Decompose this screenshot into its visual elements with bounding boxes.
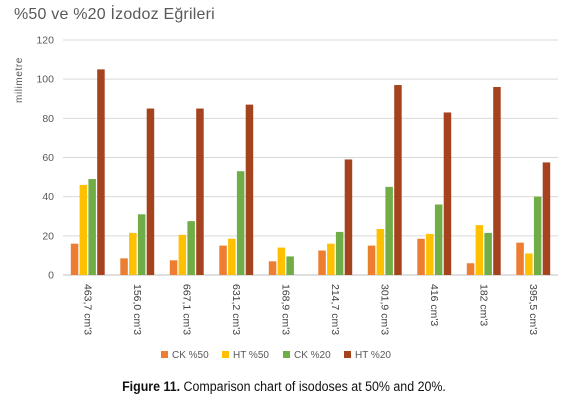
bar bbox=[542, 162, 551, 275]
y-tick-label: 120 bbox=[36, 35, 54, 47]
bar bbox=[169, 260, 178, 275]
chart-title: %50 ve %20 İzodoz Eğrileri bbox=[14, 6, 215, 23]
y-tick-label: 80 bbox=[42, 113, 54, 125]
legend-swatch bbox=[344, 351, 351, 358]
x-tick-label: 395,5 cm'3 bbox=[527, 284, 539, 335]
bar bbox=[318, 250, 326, 275]
x-tick-label: 463,7 cm'3 bbox=[81, 284, 93, 335]
bar bbox=[344, 159, 353, 275]
bar bbox=[286, 256, 294, 275]
figure-caption: Figure 11. Comparison chart of isodoses … bbox=[23, 379, 546, 394]
y-axis-label: milimetre bbox=[14, 57, 25, 103]
x-tick-label: 168,9 cm'3 bbox=[279, 284, 291, 335]
bar bbox=[70, 243, 79, 275]
x-tick-label: 156,0 cm'3 bbox=[131, 284, 143, 335]
legend-label: HT %20 bbox=[355, 350, 391, 361]
bar bbox=[88, 179, 96, 275]
bar bbox=[533, 196, 542, 275]
bar bbox=[178, 234, 187, 275]
bar bbox=[466, 263, 475, 275]
bar bbox=[475, 225, 484, 275]
bar bbox=[236, 171, 245, 275]
caption-label: Figure 11. bbox=[122, 379, 181, 394]
bar bbox=[137, 214, 146, 275]
x-axis-ticks: 463,7 cm'3 156,0 cm'3 667,1 cm'3 631,2 cm'3… bbox=[81, 284, 539, 335]
bar bbox=[120, 258, 128, 275]
bar bbox=[525, 253, 533, 275]
bar bbox=[426, 233, 434, 275]
y-tick-label: 100 bbox=[36, 74, 54, 86]
x-tick-label: 301,9 cm'3 bbox=[378, 284, 390, 335]
y-tick-label: 20 bbox=[42, 230, 54, 242]
bar bbox=[146, 108, 155, 276]
bar bbox=[484, 232, 492, 275]
x-tick-label: 182 cm'3 bbox=[477, 284, 489, 326]
bar bbox=[228, 238, 236, 275]
bar bbox=[187, 221, 195, 275]
x-tick-label: 214,7 cm'3 bbox=[329, 284, 341, 335]
bar bbox=[394, 85, 402, 276]
bar bbox=[268, 261, 277, 275]
y-tick-label: 40 bbox=[42, 191, 54, 203]
y-axis-ticks: 0 20 40 60 80 100 120 bbox=[36, 35, 54, 282]
bar bbox=[97, 69, 105, 275]
bar bbox=[367, 245, 376, 275]
bar bbox=[219, 245, 227, 275]
bar bbox=[434, 204, 443, 275]
legend-label: CK %50 bbox=[172, 350, 209, 361]
legend: CK %50 HT %50 CK %20 HT %20 bbox=[161, 350, 391, 361]
bar bbox=[385, 186, 393, 275]
y-tick-label: 0 bbox=[48, 270, 54, 282]
x-tick-label: 667,1 cm'3 bbox=[180, 284, 192, 335]
legend-swatch bbox=[222, 351, 229, 358]
bar bbox=[417, 238, 425, 275]
bar bbox=[79, 184, 88, 275]
y-tick-label: 60 bbox=[42, 152, 54, 164]
legend-label: HT %50 bbox=[233, 350, 269, 361]
bar bbox=[245, 104, 254, 275]
bar bbox=[376, 228, 385, 275]
caption-text: Comparison chart of isodoses at 50% and … bbox=[180, 379, 446, 394]
bar-series bbox=[70, 69, 551, 276]
legend-swatch bbox=[161, 351, 168, 358]
legend-swatch bbox=[283, 351, 290, 358]
gridlines bbox=[63, 39, 558, 276]
bar bbox=[277, 247, 286, 275]
bar bbox=[493, 87, 501, 275]
bar bbox=[516, 242, 524, 275]
x-tick-label: 631,2 cm'3 bbox=[230, 284, 242, 335]
bar bbox=[196, 108, 204, 276]
bar bbox=[327, 243, 335, 275]
x-tick-label: 416 cm'3 bbox=[428, 284, 440, 326]
bar bbox=[129, 232, 137, 275]
legend-label: CK %20 bbox=[294, 350, 331, 361]
bar bbox=[443, 112, 452, 275]
bar bbox=[335, 231, 344, 275]
